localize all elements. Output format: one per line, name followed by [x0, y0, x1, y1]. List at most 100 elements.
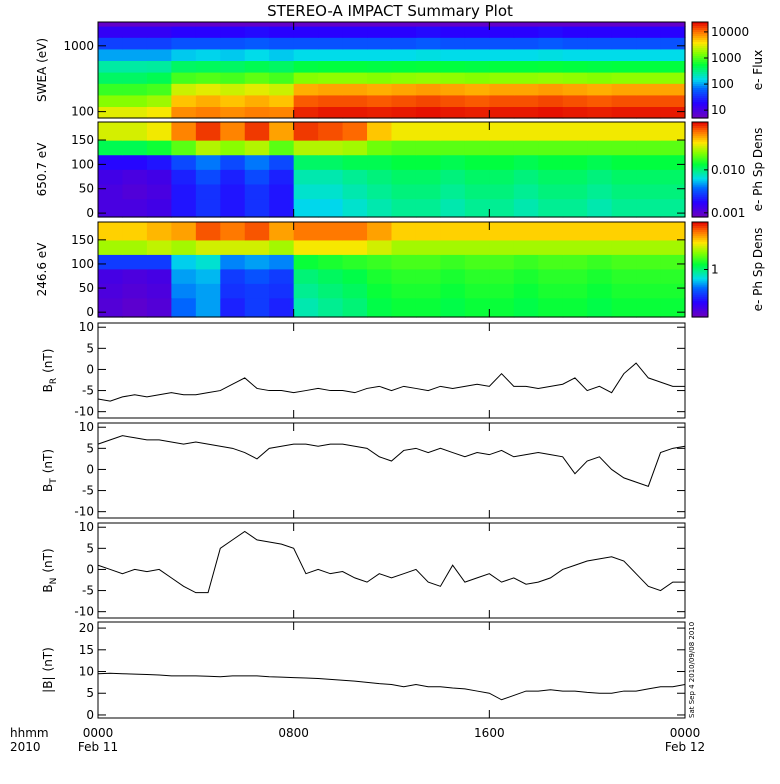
heatmap-cell: [440, 283, 466, 299]
heatmap-cell: [513, 60, 539, 73]
heatmap-cell: [367, 154, 393, 170]
heatmap-cell: [293, 297, 319, 318]
colorbar-swatch: [692, 161, 708, 165]
heatmap-cell: [611, 106, 637, 119]
heatmap-cell: [98, 268, 124, 284]
heatmap-cell: [611, 183, 637, 200]
heatmap-cell: [513, 37, 539, 50]
heatmap-cell: [415, 268, 442, 284]
heatmap-cell: [293, 94, 319, 108]
heatmap-cell: [195, 268, 221, 284]
heatmap-cell: [244, 71, 270, 84]
panel: |B| (nT) 0 5 10 15 20: [41, 621, 686, 722]
heatmap-cell: [367, 48, 393, 62]
colorbar-swatch: [692, 84, 708, 87]
heatmap-cell: [98, 154, 124, 170]
y-tick-label: -5: [82, 384, 94, 398]
heatmap-cell: [122, 71, 148, 84]
heatmap-cell: [342, 122, 368, 141]
heatmap-cell: [587, 25, 613, 38]
heatmap-cell: [293, 83, 319, 96]
heatmap-cell: [244, 122, 270, 141]
heatmap-cell: [464, 169, 490, 185]
heatmap-cell: [660, 222, 686, 241]
heatmap-cell: [636, 140, 662, 156]
heatmap-cell: [98, 48, 124, 62]
heatmap-cell: [636, 198, 662, 218]
colorbar-swatch: [692, 201, 708, 204]
heatmap-cell: [415, 94, 442, 108]
heatmap-cell: [489, 48, 515, 62]
heatmap-cell: [636, 297, 662, 318]
heatmap-cell: [122, 122, 148, 141]
colorbar-swatch: [692, 141, 708, 145]
heatmap-cell: [244, 48, 270, 62]
heatmap-cell: [660, 25, 686, 38]
colorbar-swatch: [692, 78, 708, 81]
colorbar-swatch: [692, 112, 708, 115]
heatmap-cell: [489, 283, 515, 299]
heatmap-cell: [562, 94, 588, 108]
heatmap-cell: [391, 239, 417, 255]
heatmap-cell: [171, 60, 197, 73]
y-axis-label: SWEA (eV): [35, 38, 49, 102]
y-axis-label: BN (nT): [41, 548, 59, 592]
heatmap-cell: [195, 198, 221, 218]
y-tick-label: 50: [79, 182, 94, 196]
heatmap-cell: [146, 106, 172, 119]
heatmap-cell: [171, 283, 197, 299]
colorbar-swatch: [692, 145, 708, 149]
colorbar-swatch: [692, 291, 708, 294]
heatmap-cell: [195, 60, 221, 73]
colorbar-swatch: [692, 269, 708, 273]
colorbar-swatch: [692, 267, 708, 271]
heatmap-cell: [489, 83, 515, 96]
heatmap-cell: [562, 71, 588, 84]
colorbar-swatch: [692, 137, 708, 141]
heatmap-cell: [660, 94, 686, 108]
heatmap-cell: [415, 37, 442, 50]
heatmap-cell: [367, 106, 393, 119]
y-tick-label: 150: [71, 133, 94, 147]
heatmap-cell: [195, 239, 221, 255]
colorbar-swatch: [692, 279, 708, 282]
heatmap-cell: [636, 169, 662, 185]
colorbar-swatch: [692, 108, 708, 111]
heatmap-cell: [269, 268, 295, 284]
heatmap-cell: [342, 94, 368, 108]
heatmap-cell: [98, 25, 124, 38]
colorbar-swatch: [692, 62, 708, 65]
heatmap-cell: [587, 222, 613, 241]
heatmap-cell: [562, 222, 588, 241]
heatmap-cell: [195, 254, 221, 270]
heatmap-cell: [464, 198, 490, 218]
heatmap-cell: [440, 94, 466, 108]
colorbar-swatch: [692, 281, 708, 284]
y-tick-label: 5: [86, 686, 94, 700]
heatmap-cell: [660, 122, 686, 141]
heatmap-cell: [244, 169, 270, 185]
colorbar-swatch: [692, 58, 708, 61]
heatmap-cell: [293, 106, 319, 119]
heatmap-cell: [513, 122, 539, 141]
heatmap-cell: [489, 25, 515, 38]
heatmap-cell: [391, 140, 417, 156]
colorbar-swatch: [692, 98, 708, 101]
heatmap-cell: [562, 140, 588, 156]
heatmap-cell: [171, 268, 197, 284]
heatmap-cell: [415, 25, 442, 38]
heatmap-cell: [587, 94, 613, 108]
colorbar-swatch: [692, 295, 708, 298]
heatmap-cell: [636, 83, 662, 96]
heatmap-cell: [391, 122, 417, 141]
heatmap-cell: [660, 268, 686, 284]
heatmap-cell: [611, 94, 637, 108]
colorbar-swatch: [692, 229, 708, 233]
colorbar-swatch: [692, 66, 708, 69]
heatmap-cell: [611, 222, 637, 241]
heatmap-cell: [464, 297, 490, 318]
heatmap-cell: [587, 268, 613, 284]
colorbar-swatch: [692, 251, 708, 255]
colorbar-swatch: [692, 211, 708, 214]
